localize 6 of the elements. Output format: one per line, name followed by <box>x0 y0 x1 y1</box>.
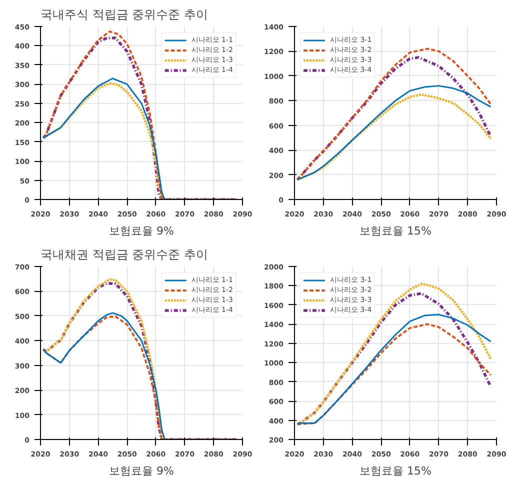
x-axis-title: 보험료율 15% <box>360 464 432 478</box>
x-axis-title: 보험료율 15% <box>360 224 432 238</box>
x-axis-title: 보험료율 9% <box>109 464 174 478</box>
chart-title: 국내채권 적립금 중위수준 추이 <box>40 248 208 262</box>
x-axis-title: 보험료율 9% <box>109 224 174 238</box>
chart-title: 국내주식 적립금 중위수준 추이 <box>40 8 208 22</box>
